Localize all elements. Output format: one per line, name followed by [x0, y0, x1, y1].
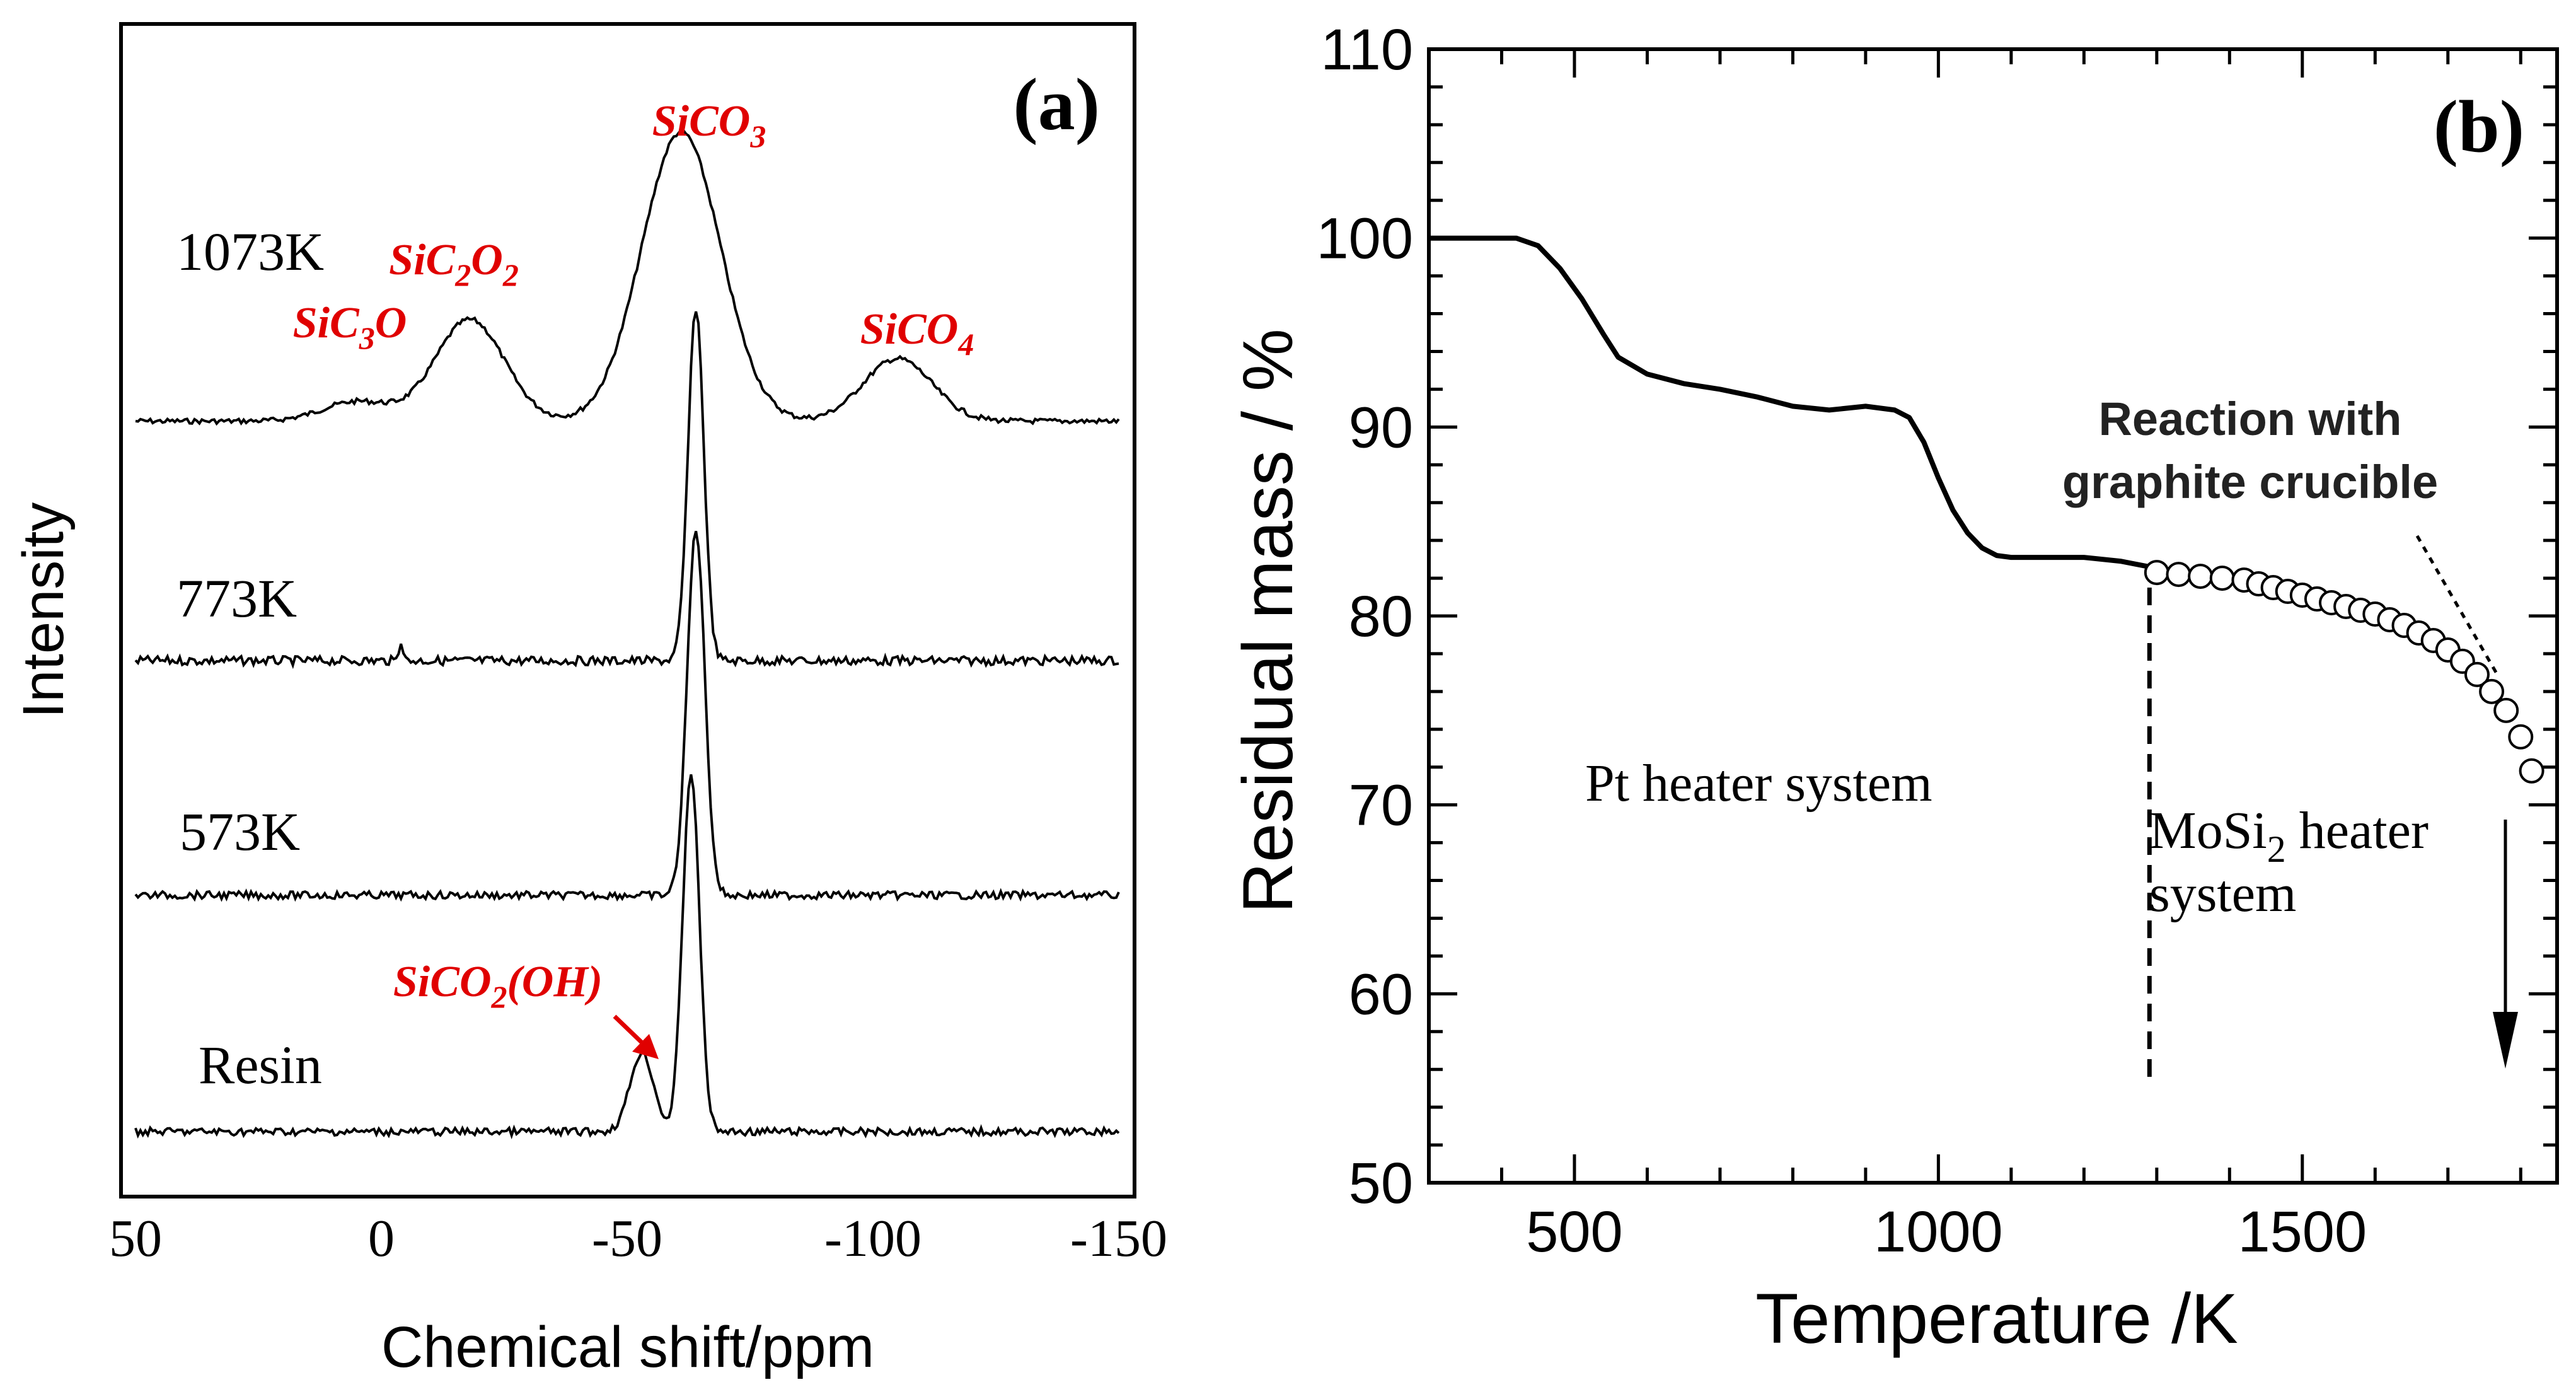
- reaction-dotted-line: [2415, 535, 2501, 679]
- marker-mosi2: [2519, 758, 2544, 784]
- series-pt-heater: [1429, 235, 2151, 570]
- peak-label-0: SiC3O: [293, 299, 407, 356]
- panel-a-y-axis-title: Intensity: [11, 502, 76, 719]
- annotation-pt-heater: Pt heater system: [1585, 754, 1932, 813]
- annotation-mosi-line1: MoSi2 heater: [2149, 801, 2429, 870]
- peak-label-4: SiCO2(OH): [393, 958, 603, 1014]
- panel-a-x-ticks: 50 0 -50 -100 -150: [109, 1209, 1167, 1268]
- panel-a-peak-labels: SiC3O SiC2O2 SiCO3 SiCO4 SiCO2(OH): [293, 97, 974, 1014]
- mosi-post: heater: [2286, 801, 2429, 860]
- panel-a-x-axis-title: Chemical shift/ppm: [381, 1315, 874, 1379]
- panel-b-xtick-1: 1000: [1874, 1200, 2003, 1264]
- series-label-resin: Resin: [199, 1035, 322, 1095]
- panel-b-ytick-1: 60: [1349, 962, 1413, 1026]
- marker-mosi2: [2188, 564, 2214, 589]
- panel-b-curve: [1429, 235, 2151, 570]
- marker-mosi2: [2209, 566, 2235, 591]
- panel-a-series-labels: 1073K 773K 573K Resin: [176, 221, 324, 1095]
- spectrum-1073k: [135, 128, 1120, 426]
- annotation-reaction-line1: Reaction with: [2098, 393, 2401, 445]
- peak-label-3: SiCO4: [860, 305, 974, 362]
- peak-label-2: SiCO3: [652, 97, 766, 154]
- panel-b-ytick-4: 90: [1349, 395, 1413, 460]
- siooh-arrow: [613, 1014, 659, 1059]
- annotation-reaction-line2: graphite crucible: [2062, 456, 2438, 508]
- panel-a-xtick-3: -100: [824, 1209, 921, 1268]
- panel-a-xtick-0: 50: [109, 1209, 162, 1268]
- panel-b-ytick-6: 110: [1320, 18, 1413, 82]
- panel-b-x-axis-title: Temperature /K: [1755, 1279, 2238, 1358]
- peak-label-1: SiC2O2: [389, 236, 519, 293]
- spectrum-773k: [134, 311, 1119, 670]
- marker-mosi2: [2479, 678, 2505, 704]
- marker-mosi2: [2166, 562, 2192, 588]
- panel-a-xtick-1: 0: [368, 1209, 395, 1268]
- panel-a-xtick-4: -150: [1070, 1209, 1167, 1268]
- mosi-sub: 2: [2267, 828, 2286, 870]
- panel-b-ytick-3: 80: [1349, 584, 1413, 649]
- mosi-pre: MoSi: [2149, 801, 2267, 860]
- panel-b-label: (b): [2434, 85, 2524, 168]
- panel-b-ytick-0: 50: [1349, 1151, 1413, 1216]
- marker-mosi2: [2493, 697, 2519, 723]
- panel-b-y-axis-title: Residual mass / %: [1228, 328, 1307, 913]
- panel-a-frame: [119, 22, 1136, 1198]
- panel-b-axes: 500 1000 1500 50 60 70 80 90 100 110: [1317, 18, 2557, 1264]
- panel-a-label: (a): [1013, 63, 1100, 146]
- down-arrow: [2493, 820, 2518, 1069]
- panel-a-xtick-2: -50: [592, 1209, 662, 1268]
- series-label-573k: 573K: [180, 801, 300, 862]
- panel-a-spectra: [134, 128, 1120, 1140]
- series-label-773k: 773K: [176, 568, 297, 629]
- marker-mosi2: [2508, 724, 2534, 750]
- series-label-1073k: 1073K: [176, 221, 324, 282]
- spectrum-573k: [134, 531, 1120, 902]
- marker-mosi2: [2144, 560, 2169, 586]
- marker-mosi2: [2464, 661, 2490, 687]
- panel-b-xtick-0: 500: [1526, 1200, 1623, 1264]
- annotation-mosi-line2: system: [2149, 864, 2296, 923]
- panel-b-ytick-2: 70: [1349, 774, 1413, 838]
- spectrum-resin: [134, 774, 1120, 1140]
- panel-b-ytick-5: 100: [1317, 207, 1414, 271]
- panel-b-markers: [2144, 560, 2544, 784]
- panel-b-xtick-2: 1500: [2238, 1200, 2367, 1264]
- panel-b-tga: (b) 500 1000 1500 50 60 70 80 90 100 110 Reaction…: [1228, 18, 2559, 1358]
